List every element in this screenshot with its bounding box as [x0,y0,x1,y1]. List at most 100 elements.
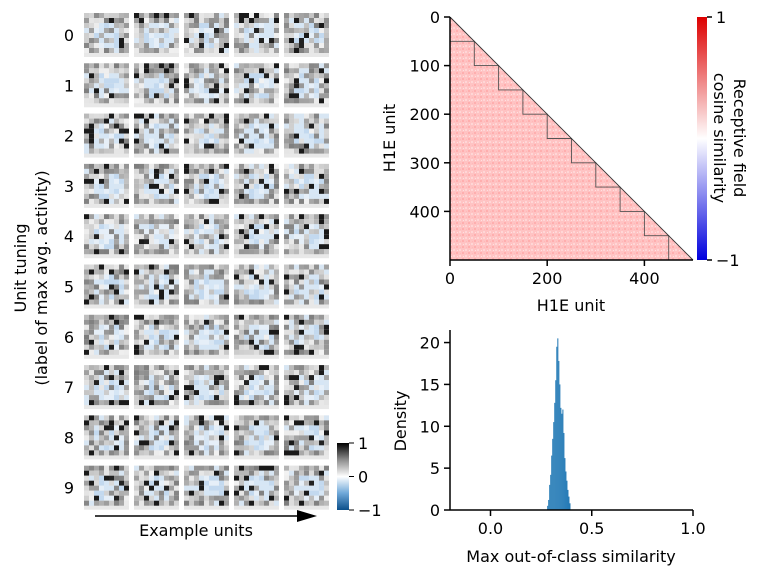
unit-tile [234,163,279,208]
histogram-ytick-label: 0 [430,501,440,520]
unit-tile [184,63,229,108]
similarity-colorbar-tick-label: −1 [716,251,740,270]
histogram-ytick-label: 5 [430,459,440,478]
similarity-xlabel: H1E unit [537,296,605,315]
unit-tile [284,63,329,108]
matrix-diagonal [449,16,694,261]
row-label: 0 [64,26,74,45]
unit-tile [234,63,279,108]
unit-tile [84,214,129,259]
histogram-bar [568,496,570,510]
similarity-axes: 0 100 200 300 400 0 200 400 [409,8,693,288]
histogram-ytick-label: 15 [420,375,440,394]
similarity-ytick-label: 0 [430,8,440,27]
unit-tile [234,214,279,259]
histogram-bar [569,503,571,510]
histogram-bar [559,384,561,510]
grid-xlabel: Example units [139,521,253,540]
histogram-ytick-label: 20 [420,334,440,353]
histogram-bar [565,471,567,510]
row-labels: 0 1 2 3 4 5 6 7 8 9 [64,26,74,498]
histogram-bar [561,413,563,510]
histogram-xlabel: Max out-of-class similarity [466,547,675,566]
unit-tile [134,163,179,208]
row-label: 5 [64,278,74,297]
unit-tile [134,113,179,158]
histogram-bar [548,499,550,510]
similarity-panel: 0 100 200 300 400 0 200 400 H1E unit H1E unit 1… [380,8,749,315]
row-label: 3 [64,177,74,196]
unit-tile [134,365,179,410]
histogram-bar [560,407,562,510]
unit-tile [134,264,179,309]
unit-tile [84,63,129,108]
similarity-ytick-label: 100 [409,57,440,76]
histogram-bar [555,380,557,510]
similarity-xtick-label: 0 [445,269,455,288]
similarity-ytick-label: 200 [409,105,440,124]
similarity-colorbar [697,17,707,260]
unit-tile [234,465,279,510]
unit-tile [234,264,279,309]
histogram-bar [554,402,556,510]
histogram-bar [552,438,554,510]
similarity-xtick-label: 200 [532,269,563,288]
unit-tile [134,465,179,510]
histogram-ytick-label: 10 [420,417,440,436]
grid-colorbar-tick-label: 1 [358,434,368,453]
row-label: 7 [64,378,74,397]
grid-colorbar-tick-label: 0 [358,468,368,487]
unit-tile [184,365,229,410]
row-label: 2 [64,127,74,146]
grid-colorbar-ticks: 1 0 −1 [349,434,382,520]
unit-tile [234,415,279,460]
unit-tile [184,314,229,359]
histogram-bar [564,458,566,510]
histogram-bar [550,474,552,510]
unit-tile [84,415,129,460]
histogram-bar [551,455,553,510]
unit-tile [134,314,179,359]
unit-tile-grid [84,13,329,510]
unit-tile [184,13,229,57]
unit-tile [284,415,329,460]
histogram-ylabel: Density [391,391,410,452]
row-label: 9 [64,479,74,498]
histogram-bar [566,480,568,510]
unit-tile [184,465,229,510]
grid-colorbar-tick-label: −1 [358,501,382,520]
histogram-bars [547,338,571,510]
unit-tile [84,113,129,158]
unit-tile [184,415,229,460]
similarity-ytick-label: 400 [409,202,440,221]
row-label: 1 [64,76,74,95]
unit-tile [234,113,279,158]
histogram-bar [547,505,549,510]
unit-tile [284,113,329,158]
unit-tile [284,314,329,359]
histogram-bar [549,484,551,510]
histogram-bar [558,360,560,510]
unit-tile [234,13,279,57]
unit-tile [84,365,129,410]
unit-tile [234,314,279,359]
unit-tuning-panel: Unit tuning (label of max avg. activity)… [11,13,382,540]
similarity-colorbar-ticks: 1 −1 [707,8,740,270]
row-label: 6 [64,328,74,347]
histogram-bar [556,346,558,510]
histogram-bar [553,422,555,510]
unit-tile [284,163,329,208]
row-label: 8 [64,428,74,447]
histogram-xtick-label: 1.0 [680,519,705,538]
unit-tile [84,13,129,57]
similarity-colorbar-label-line1: Receptive field [730,79,749,198]
histogram-axes: 0 5 10 15 20 0.0 0.5 1.0 [420,330,706,538]
example-units-arrow-head [297,510,317,522]
unit-tile [134,214,179,259]
unit-tile [284,264,329,309]
unit-tile [234,365,279,410]
unit-tile [134,415,179,460]
row-label: 4 [64,227,74,246]
unit-tile [134,63,179,108]
